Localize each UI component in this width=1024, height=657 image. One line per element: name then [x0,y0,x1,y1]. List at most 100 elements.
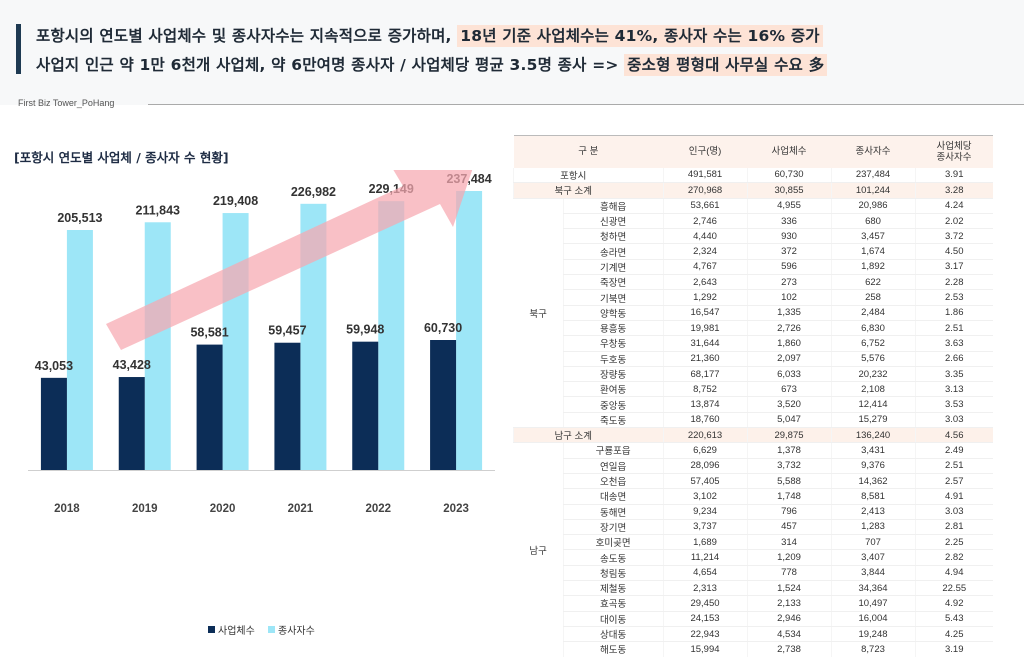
cell-value-3: 3.03 [914,412,993,429]
cell-value-3: 3.28 [914,182,993,199]
cell-value-3: 5.43 [914,611,993,627]
table-row: 죽장면 2,643 273 622 2.28 [514,274,993,291]
cell-value-3: 2.82 [914,549,993,566]
cell-value-1: 5,047 [746,412,831,429]
x-tick-2019: 2019 [132,503,158,515]
header-cell-2: 사업체수 [747,135,831,168]
cell-value-1: 1,860 [746,335,831,352]
cell-value-0: 68,177 [662,366,747,383]
cell-value-2: 1,674 [830,243,915,260]
row-name: 용흥동 [562,320,663,337]
cell-value-3: 2.53 [914,289,993,306]
cell-value-2: 6,752 [830,335,915,352]
cell-value-2: 622 [830,274,915,291]
bar-business-2019 [118,377,145,470]
bar-employees-2022 [378,201,405,471]
cell-value-1: 336 [746,213,831,230]
label-business-2021: 59,457 [268,324,306,338]
accent-bar [16,24,21,74]
cell-value-1: 1,335 [746,305,831,321]
cell-value-3: 4.50 [914,243,993,260]
legend-business-swatch [208,626,215,633]
cell-value-1: 796 [746,504,831,520]
cell-value-3: 2.51 [914,458,993,474]
bar-business-2022 [352,341,379,470]
bar-chart: 205,513 43,053 2018 211,843 43,428 2019 219,40… [28,170,495,637]
headline-1-text: 포항시의 연도별 사업체수 및 종사자수는 지속적으로 증가하며, [36,27,458,45]
cell-value-1: 5,588 [746,473,831,490]
cell-value-1: 2,726 [746,320,831,337]
table-row: 연일읍 28,096 3,732 9,376 2.51 [514,458,993,474]
bar-employees-2019 [144,222,171,470]
cell-value-0: 4,440 [662,228,747,245]
cell-value-0: 3,737 [662,519,747,536]
row-name: 죽도동 [562,412,663,429]
cell-value-3: 3.03 [914,504,993,520]
cell-value-0: 1,292 [662,289,747,306]
cell-value-1: 372 [746,243,831,260]
x-tick-2021: 2021 [288,503,314,515]
header-banner: 포항시의 연도별 사업체수 및 종사자수는 지속적으로 증가하며, 18년 기준… [0,0,1024,105]
table-row: 장량동 68,177 6,033 20,232 3.35 [514,366,993,383]
row-name: 포항시 [513,167,663,184]
statistics-table-wrapper: 구 분 인구(명) 사업체수 종사자수 사업체당 종사자수 포항시 491,581 60,73… [513,135,993,657]
cell-value-1: 1,378 [746,442,831,459]
table-row: 송도동 11,214 1,209 3,407 2.82 [514,549,993,566]
bar-business-2018 [40,377,67,470]
row-name: 구룡포읍 [562,442,663,459]
cell-value-2: 8,723 [830,641,915,657]
row-name: 기계면 [562,259,663,276]
trend-arrow [106,170,473,350]
cell-value-2: 1,892 [830,259,915,276]
cell-value-3: 3.72 [914,228,993,245]
cell-value-1: 30,855 [746,182,831,199]
row-name: 우창동 [562,335,663,352]
bar-business-2021 [274,342,301,470]
cell-value-2: 101,244 [830,182,915,199]
x-tick-2020: 2020 [210,503,236,515]
row-name: 신광면 [562,213,663,230]
cell-value-3: 2.51 [914,320,993,337]
row-name: 송라면 [562,243,663,260]
cell-value-3: 2.66 [914,351,993,367]
cell-value-1: 102 [746,289,831,306]
bar-employees-2020 [222,213,249,470]
cell-value-0: 2,324 [662,243,747,260]
cell-value-2: 680 [830,213,915,230]
header-cell-3: 종사자수 [831,135,915,168]
bar-employees-2018 [66,230,93,470]
row-name: 해도동 [562,641,663,657]
cell-value-0: 270,968 [662,182,747,199]
row-name: 대이동 [562,611,663,627]
cell-value-1: 4,955 [746,198,831,214]
cell-value-1: 2,097 [746,351,831,367]
cell-value-2: 15,279 [830,412,915,429]
cell-value-3: 2.28 [914,274,993,291]
cell-value-1: 29,875 [746,427,831,444]
row-name: 송도동 [562,549,663,566]
row-name: 북구 소계 [513,182,663,199]
table-row-subtotal: 남구 소계 220,613 29,875 136,240 4.56 [513,427,993,444]
divider-line [148,104,1024,105]
row-name: 기북면 [562,289,663,306]
cell-value-0: 53,661 [662,198,747,214]
row-name: 대송면 [562,488,663,505]
cell-value-2: 12,414 [830,396,915,413]
cell-value-1: 778 [746,565,831,582]
cell-value-2: 2,413 [830,504,915,520]
cell-value-0: 3,102 [662,488,747,505]
cell-value-1: 2,133 [746,595,831,612]
cell-value-1: 4,534 [746,626,831,643]
cell-value-0: 491,581 [662,167,747,184]
row-name: 청하면 [562,228,663,245]
table-row: 청림동 4,654 778 3,844 4.94 [514,565,993,582]
cell-value-3: 3.53 [914,396,993,413]
cell-value-3: 3.17 [914,259,993,276]
cell-value-0: 29,450 [662,595,747,612]
header-cell-0: 구 분 [513,135,663,168]
cell-value-0: 220,613 [662,427,747,444]
cell-value-3: 2.81 [914,519,993,536]
cell-value-0: 2,643 [662,274,747,291]
label-business-2023: 60,730 [424,321,462,335]
cell-value-2: 707 [830,534,915,551]
